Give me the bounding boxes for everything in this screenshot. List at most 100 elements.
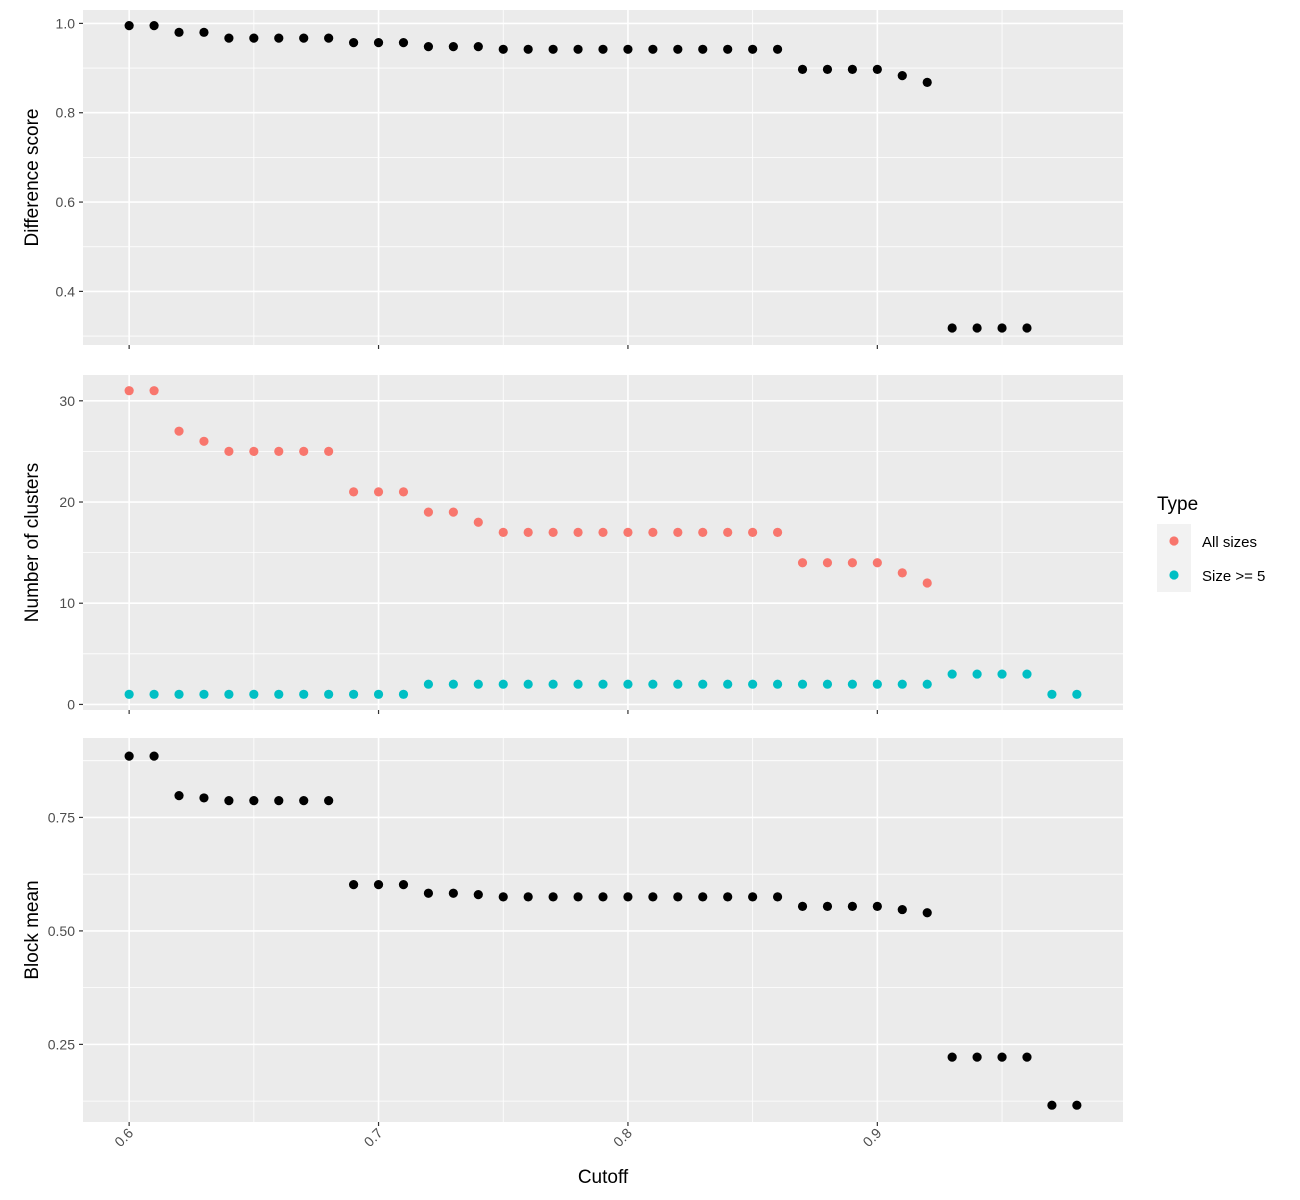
data-point — [872, 901, 882, 911]
data-point — [872, 558, 882, 568]
data-point — [473, 889, 483, 900]
series-all-sizes — [124, 386, 932, 588]
legend-entry: Size >= 5 — [1157, 558, 1265, 592]
data-point — [872, 679, 882, 689]
data-point — [673, 892, 683, 902]
data-point — [748, 892, 758, 902]
data-point — [249, 796, 259, 806]
panel-1: 0.4 0.6 0.8 1.0 Difference score — [22, 10, 1123, 349]
data-point — [1072, 1100, 1082, 1110]
data-point — [324, 796, 334, 806]
data-point — [299, 689, 309, 699]
data-point — [698, 527, 708, 537]
data-point — [423, 888, 434, 898]
data-point — [348, 880, 359, 890]
data-point — [498, 527, 508, 537]
y-tick-label: 0.4 — [56, 283, 76, 299]
data-point — [997, 669, 1007, 679]
data-point — [598, 527, 608, 537]
data-point — [797, 558, 808, 568]
data-point — [299, 33, 309, 43]
data-point — [249, 446, 259, 457]
data-point — [548, 44, 558, 54]
y-tick-label: 0.25 — [48, 1036, 75, 1052]
data-point — [249, 689, 259, 699]
data-point — [299, 796, 309, 806]
data-point — [199, 689, 209, 699]
data-point — [723, 44, 733, 54]
y-tick-label: 0.75 — [48, 809, 75, 825]
data-point — [972, 669, 982, 679]
y-axis-title: Block mean — [22, 880, 43, 979]
data-point — [698, 892, 708, 902]
data-point — [448, 507, 458, 517]
data-point — [523, 679, 533, 689]
data-point — [573, 892, 583, 902]
data-point — [748, 679, 758, 689]
data-point — [573, 527, 583, 537]
data-point — [847, 558, 858, 568]
data-point — [1022, 323, 1032, 333]
x-tick-label: 0.7 — [361, 1125, 386, 1150]
data-point — [947, 669, 957, 679]
data-point — [847, 679, 858, 689]
data-point — [897, 568, 907, 578]
data-point — [573, 44, 583, 54]
data-point — [997, 323, 1007, 333]
data-point — [448, 42, 458, 52]
data-point — [872, 64, 882, 75]
data-point — [149, 21, 159, 31]
data-point — [398, 38, 409, 48]
data-point — [897, 679, 907, 689]
data-point — [997, 1052, 1007, 1062]
x-axis: 0.6 0.7 0.8 0.9 — [111, 1125, 884, 1150]
data-point — [972, 323, 982, 333]
data-point — [548, 892, 558, 902]
data-point — [299, 446, 309, 457]
data-point — [922, 679, 932, 689]
data-point — [623, 679, 633, 689]
data-point — [548, 527, 558, 537]
data-point — [772, 44, 783, 54]
series-size-5 — [124, 669, 1082, 699]
data-point — [149, 386, 159, 396]
data-point — [423, 42, 434, 52]
data-point — [174, 426, 184, 436]
data-point — [723, 527, 733, 537]
data-point — [373, 487, 384, 497]
data-point — [748, 527, 758, 537]
data-point — [124, 689, 134, 699]
data-point — [423, 507, 434, 517]
data-point — [473, 517, 483, 527]
data-point — [398, 880, 409, 890]
series-1 — [124, 751, 1082, 1110]
data-point — [523, 44, 533, 54]
data-point — [897, 71, 907, 81]
data-point — [498, 44, 508, 54]
data-point — [598, 44, 608, 54]
x-tick-label: 0.8 — [610, 1125, 635, 1150]
data-point — [373, 38, 384, 48]
data-point — [897, 904, 907, 915]
data-point — [972, 1052, 982, 1062]
data-point — [1047, 1100, 1057, 1110]
series-1 — [124, 21, 1032, 333]
x-axis-title: Cutoff — [578, 1167, 629, 1188]
data-point — [822, 558, 833, 568]
data-point — [822, 64, 833, 75]
y-tick-label: 30 — [59, 393, 75, 409]
y-axis-title: Difference score — [22, 109, 43, 247]
data-point — [523, 527, 533, 537]
data-point — [423, 679, 434, 689]
data-point — [673, 44, 683, 54]
data-point — [224, 796, 234, 806]
legend-title: Type — [1157, 494, 1198, 515]
data-point — [772, 527, 783, 537]
data-point — [573, 679, 583, 689]
data-point — [274, 446, 284, 457]
data-point — [548, 679, 558, 689]
data-point — [797, 64, 808, 75]
data-point — [224, 689, 234, 699]
data-point — [623, 44, 633, 54]
